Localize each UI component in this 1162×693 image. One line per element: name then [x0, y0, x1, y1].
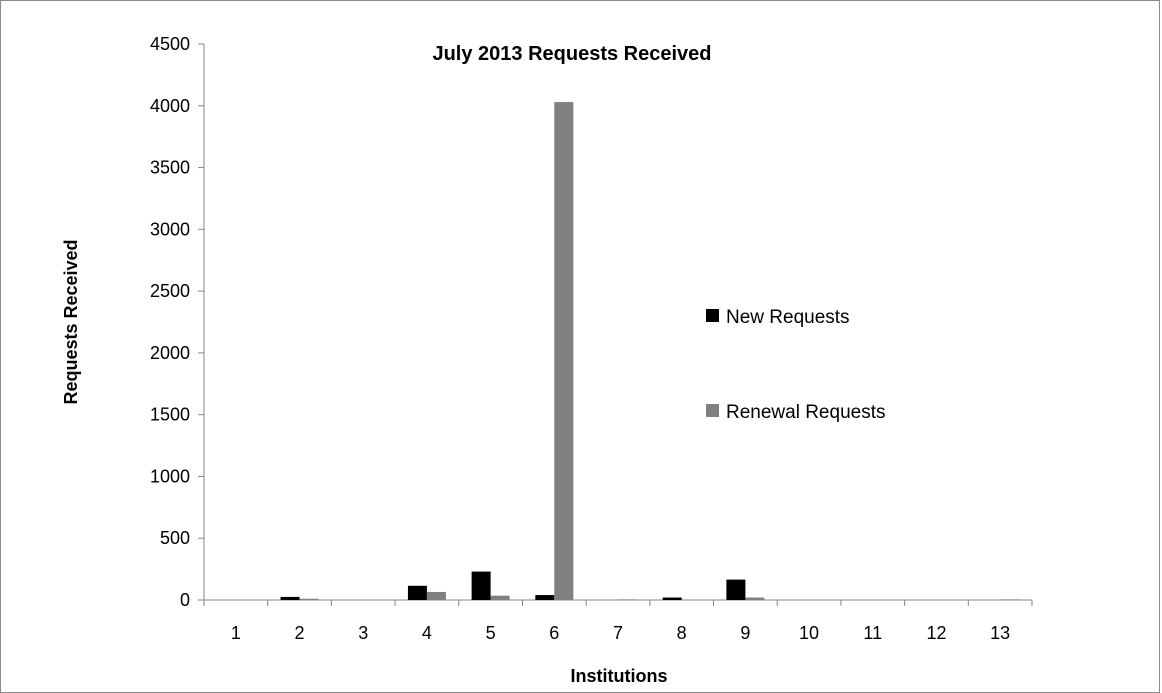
x-axis: 1 2 3 4 5 6 7 8 9 10 11 12 13 — [203, 599, 1033, 643]
y-tick-label: 3000 — [150, 219, 190, 239]
y-axis-title: Requests Received — [61, 239, 81, 404]
x-tick-label: 3 — [358, 623, 368, 643]
renewal-requests-bar — [426, 591, 446, 600]
renewal-requests-bar — [490, 595, 510, 600]
y-tick-label: 2500 — [150, 281, 190, 301]
x-tick-label: 2 — [295, 623, 305, 643]
renewal-requests-bar — [299, 598, 319, 600]
y-tick-label: 500 — [160, 528, 190, 548]
renewal-requests-bar — [554, 102, 574, 601]
x-tick-label: 7 — [613, 623, 623, 643]
bars — [280, 102, 1020, 601]
legend-label: Renewal Requests — [726, 402, 885, 423]
x-tick-label: 5 — [486, 623, 496, 643]
y-tick-label: 0 — [180, 590, 190, 610]
x-tick-label: 10 — [799, 623, 819, 643]
chart-title: July 2013 Requests Received — [432, 43, 711, 65]
new-requests-bar — [726, 579, 746, 600]
legend-swatch — [706, 309, 719, 322]
legend-swatch — [706, 404, 719, 417]
x-tick-label: 8 — [677, 623, 687, 643]
legend: New Requests Renewal Requests — [706, 307, 885, 423]
x-axis-title: Institutions — [571, 666, 668, 686]
renewal-requests-bar — [618, 599, 637, 600]
new-requests-bar — [662, 597, 682, 600]
y-tick-label: 1000 — [150, 466, 190, 486]
y-axis: 0 500 1000 1500 2000 2500 3000 3500 4000 4500 — [150, 34, 205, 610]
new-requests-bar — [535, 595, 555, 600]
new-requests-bar — [471, 571, 491, 600]
y-tick-label: 4000 — [150, 96, 190, 116]
y-tick-label: 4500 — [150, 34, 190, 54]
x-tick-label: 11 — [863, 623, 882, 643]
y-tick-label: 1500 — [150, 405, 190, 425]
new-requests-bar — [407, 585, 427, 600]
renewal-requests-bar — [745, 597, 765, 600]
legend-label: New Requests — [726, 307, 850, 328]
renewal-requests-bar — [1000, 599, 1020, 600]
x-tick-label: 1 — [231, 623, 241, 643]
y-tick-label: 3500 — [150, 158, 190, 178]
x-tick-label: 6 — [549, 623, 559, 643]
x-tick-label: 13 — [990, 623, 1010, 643]
x-tick-label: 4 — [422, 623, 432, 643]
x-tick-label: 9 — [740, 623, 750, 643]
x-tick-label: 12 — [926, 623, 946, 643]
new-requests-bar — [280, 596, 300, 600]
y-tick-label: 2000 — [150, 343, 190, 363]
